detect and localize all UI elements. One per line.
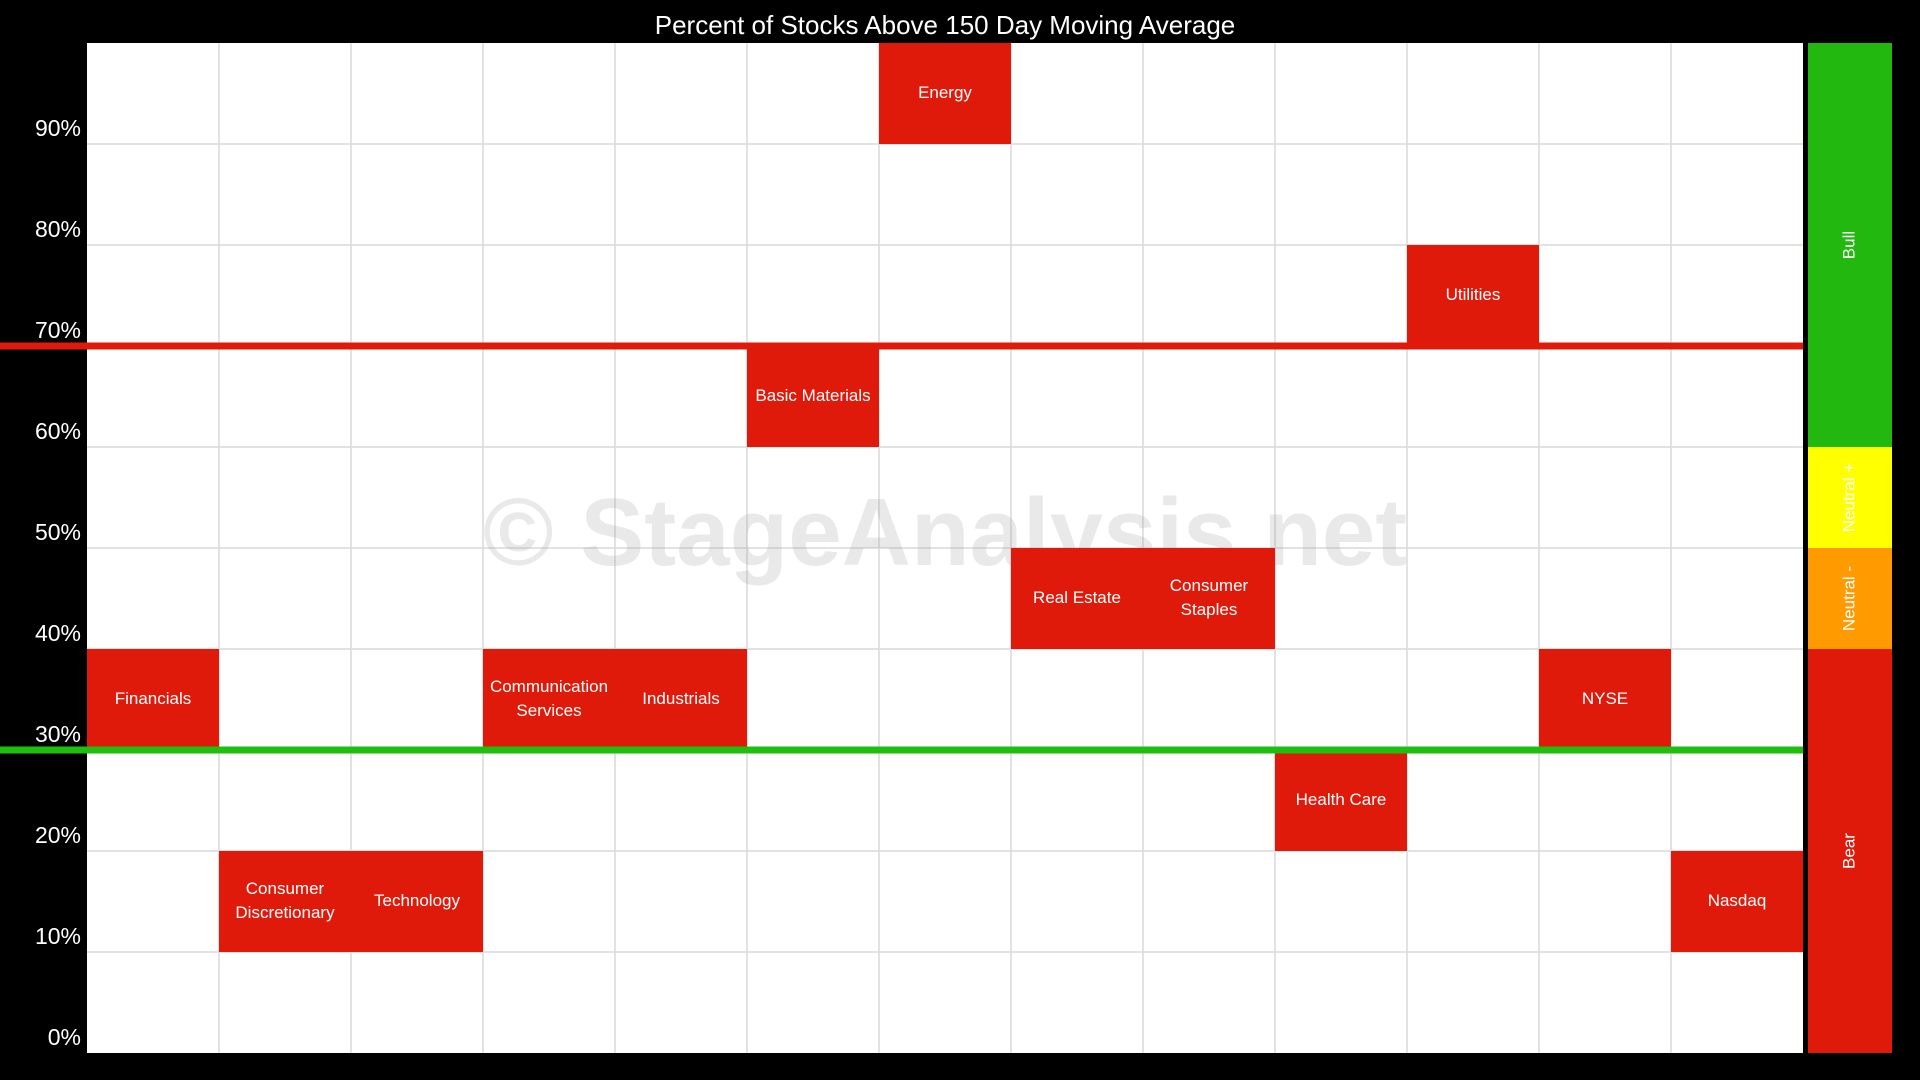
data-cell	[1671, 851, 1803, 952]
data-cell	[1011, 548, 1143, 649]
y-tick-label: 60%	[35, 418, 81, 444]
chart-title: Percent of Stocks Above 150 Day Moving A…	[655, 10, 1236, 40]
cell-label: NYSE	[1582, 689, 1628, 708]
data-cell	[879, 43, 1011, 144]
cell-label: Health Care	[1296, 790, 1387, 809]
cell-label: Utilities	[1446, 285, 1501, 304]
zone-block	[1808, 548, 1892, 649]
cell-label: Discretionary	[235, 903, 335, 922]
data-cell	[351, 851, 483, 952]
cell-label: Industrials	[642, 689, 719, 708]
y-tick-label: 90%	[35, 115, 81, 141]
y-tick-label: 20%	[35, 822, 81, 848]
cell-label: Consumer	[1170, 576, 1249, 595]
cell-label: Communication	[490, 677, 608, 696]
zone-label: Neutral +	[1839, 463, 1858, 533]
zone-block	[1808, 649, 1892, 1053]
y-tick-label: 40%	[35, 620, 81, 646]
cell-label: Basic Materials	[755, 386, 870, 405]
cell-label: Staples	[1181, 600, 1238, 619]
y-tick-label: 30%	[35, 721, 81, 747]
cell-label: Consumer	[246, 879, 325, 898]
zone-label: Bear	[1839, 833, 1858, 869]
y-tick-label: 50%	[35, 519, 81, 545]
data-cell	[1407, 245, 1539, 346]
zone-label: Neutral -	[1839, 566, 1858, 631]
data-cell	[615, 649, 747, 750]
data-cell	[747, 346, 879, 447]
threshold-lines	[0, 342, 1803, 754]
cell-label: Nasdaq	[1708, 891, 1767, 910]
data-cell	[1143, 548, 1275, 649]
y-axis-ticks: 0% 10% 20% 30% 40% 50% 60% 70% 80% 90%	[35, 115, 81, 1050]
zone-legend: Bull Neutral + Neutral - Bear	[1808, 43, 1892, 1053]
data-cell	[483, 649, 615, 750]
y-tick-label: 70%	[35, 317, 81, 343]
y-tick-label: 0%	[48, 1024, 81, 1050]
data-cell	[1275, 750, 1407, 851]
data-cell	[1539, 649, 1671, 750]
data-cell	[219, 851, 351, 952]
cell-label: Real Estate	[1033, 588, 1121, 607]
cell-label: Technology	[374, 891, 461, 910]
zone-block	[1808, 447, 1892, 548]
cell-label: Energy	[918, 83, 972, 102]
zone-label: Bull	[1839, 231, 1858, 259]
cell-label: Financials	[115, 689, 192, 708]
zone-block	[1808, 43, 1892, 447]
cell-label: Services	[516, 701, 581, 720]
y-tick-label: 80%	[35, 216, 81, 242]
data-cells: Financials Consumer Discretionary Technolog…	[87, 43, 1803, 952]
y-tick-label: 10%	[35, 923, 81, 949]
data-cell	[87, 649, 219, 750]
